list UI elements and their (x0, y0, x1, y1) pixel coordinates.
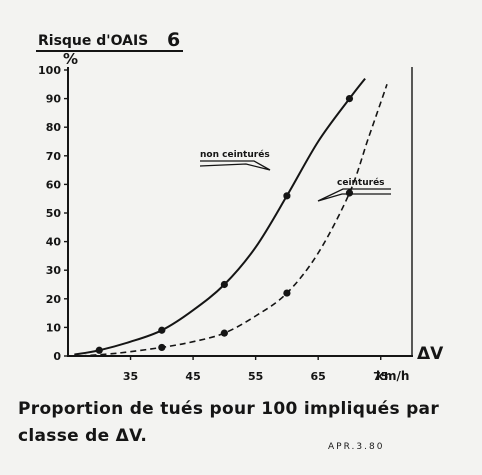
series-line-ceintures (80, 84, 388, 357)
data-point (220, 329, 228, 337)
pointer-ceintures (317, 188, 391, 202)
data-point (158, 326, 166, 334)
data-point (95, 346, 103, 354)
chart-title: Risque d'OAIS (38, 33, 148, 49)
caption-line-1: Proportion de tués pour 100 impliqués pa… (18, 399, 440, 419)
y-tick-label: 40 (46, 236, 62, 249)
x-tick-label: 65 (311, 370, 326, 383)
y-tick-label: 80 (46, 121, 62, 134)
y-tick-label: 30 (46, 264, 62, 277)
y-tick-label: 90 (46, 93, 62, 106)
y-axis-unit: % (63, 50, 78, 68)
y-tick-label: 70 (46, 150, 62, 163)
series-layer (74, 77, 388, 357)
data-point (283, 289, 291, 297)
data-point (220, 280, 228, 289)
data-point (345, 95, 354, 103)
y-tick-label: 50 (46, 207, 62, 220)
data-point (158, 343, 166, 352)
pointer-non-ceintures (199, 160, 271, 171)
y-ticks: 0 10 20 30 40 50 60 70 80 90 100 (38, 64, 68, 363)
series-line-non-ceintures (74, 77, 366, 356)
label-non-ceintures: non ceinturés (200, 149, 270, 160)
y-tick-label: 20 (46, 293, 62, 306)
reference-code: APR.3.80 (328, 442, 385, 452)
caption-line-2: classe de ΔV. (18, 426, 148, 446)
chart-title-number: 6 (167, 29, 180, 51)
data-point (283, 192, 291, 200)
figure-caption: Proportion de tués pour 100 impliqués pa… (18, 396, 468, 450)
x-tick-label: 45 (185, 370, 200, 383)
y-tick-label: 10 (46, 321, 62, 334)
x-tick-label: 75 (373, 370, 388, 383)
x-tick-label: 35 (123, 370, 138, 383)
delta-v-symbol: ΔV (417, 344, 444, 364)
x-axis-unit: km/h (376, 369, 409, 383)
label-ceintures: ceinturés (337, 177, 385, 188)
data-point (345, 189, 354, 197)
y-tick-label: 100 (38, 64, 61, 77)
y-tick-label: 60 (46, 178, 62, 191)
y-tick-label: 0 (53, 350, 61, 363)
x-ticks: 35 45 55 65 75 (123, 356, 388, 383)
x-tick-label: 55 (248, 370, 263, 383)
